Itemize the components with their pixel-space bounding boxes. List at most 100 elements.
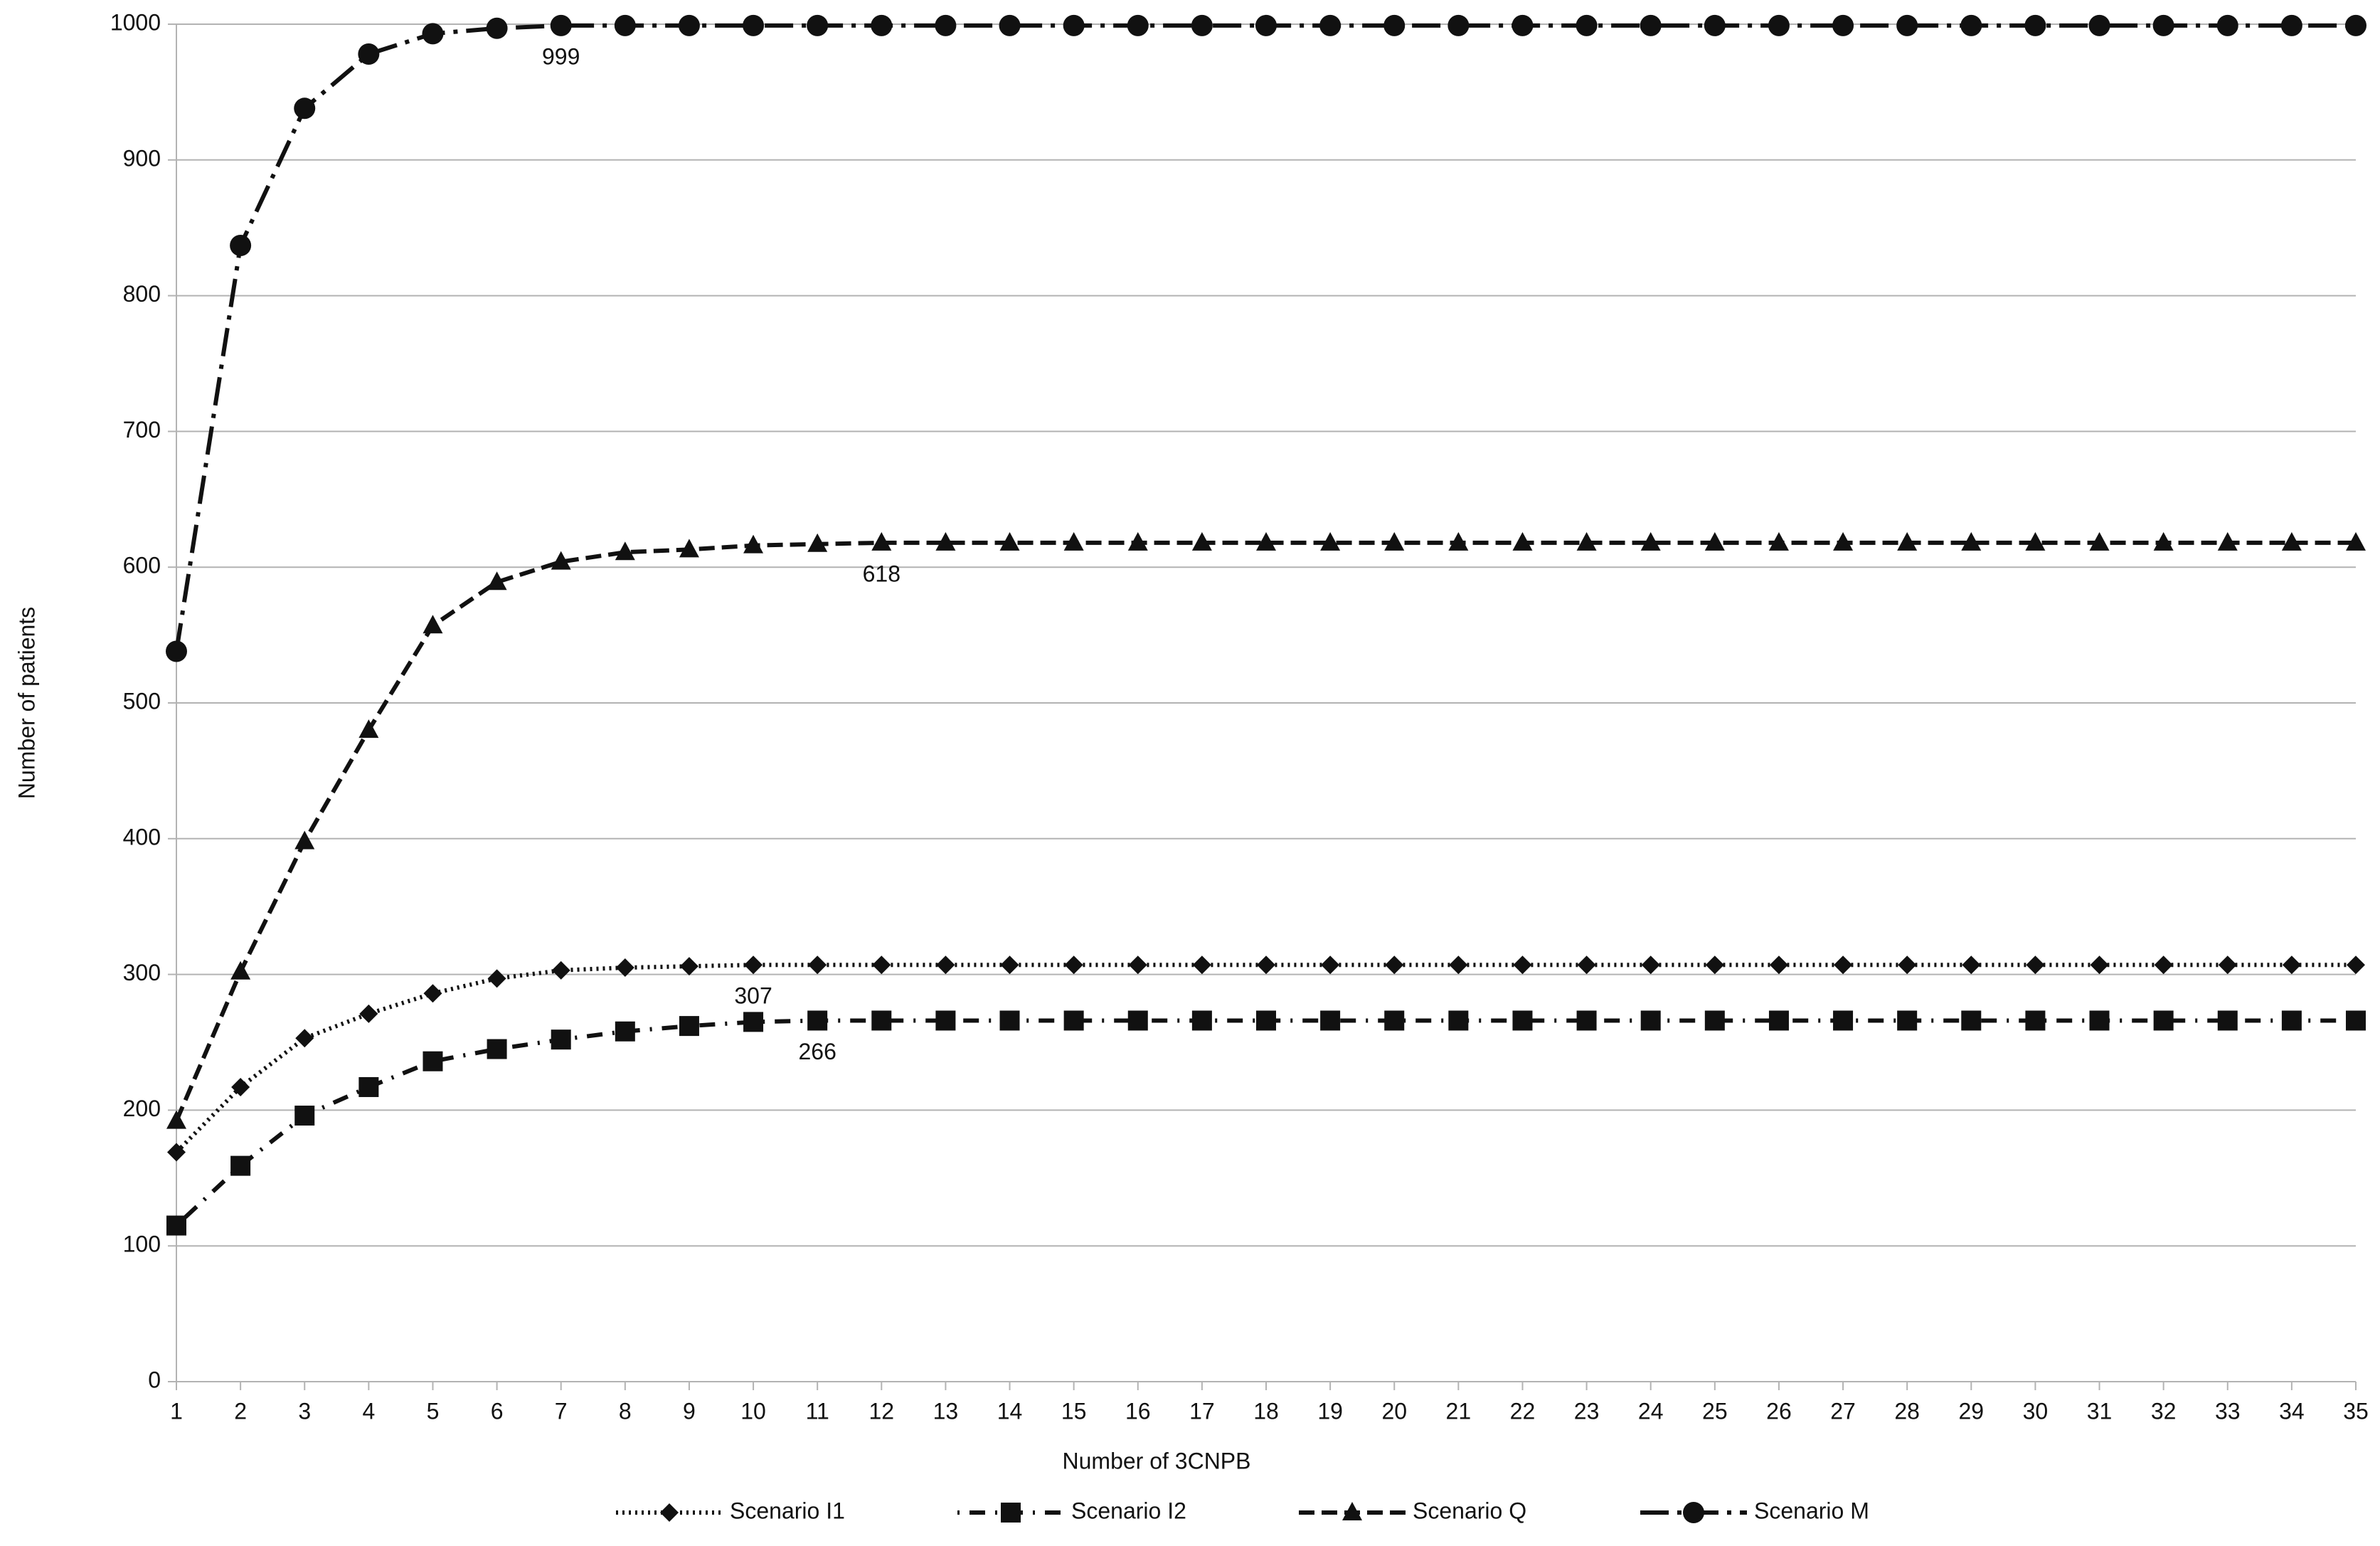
marker-circle <box>743 14 765 36</box>
series <box>167 955 2365 1162</box>
x-tick-label: 32 <box>2151 1398 2177 1424</box>
marker-square <box>166 1215 186 1236</box>
marker-square <box>999 1010 1020 1031</box>
marker-triangle <box>1191 531 1212 551</box>
x-tick-label: 21 <box>1446 1398 1472 1424</box>
marker-triangle <box>935 531 956 551</box>
x-tick-label: 15 <box>1061 1398 1087 1424</box>
marker-circle <box>1255 14 1277 36</box>
y-tick-label: 0 <box>148 1367 161 1392</box>
x-tick-label: 34 <box>2279 1398 2305 1424</box>
marker-diamond <box>1385 955 1404 975</box>
marker-triangle <box>166 1110 186 1129</box>
marker-circle <box>2024 14 2046 36</box>
marker-square <box>294 1106 315 1126</box>
marker-circle <box>1683 1502 1704 1523</box>
y-tick-label: 400 <box>123 824 161 849</box>
marker-triangle <box>2089 531 2110 551</box>
marker-triangle <box>1320 531 1341 551</box>
marker-triangle <box>230 960 251 980</box>
marker-square <box>1961 1010 1982 1031</box>
marker-diamond <box>660 1503 679 1522</box>
marker-square <box>1448 1010 1469 1031</box>
x-axis-label: Number of 3CNPB <box>1063 1448 1251 1473</box>
series-line <box>174 963 2356 1154</box>
x-tick-label: 18 <box>1253 1398 1279 1424</box>
marker-triangle <box>1897 531 1918 551</box>
x-tick-label: 20 <box>1381 1398 1407 1424</box>
marker-diamond <box>1000 955 1019 975</box>
marker-triangle <box>487 571 507 591</box>
marker-circle <box>1063 14 1085 36</box>
marker-square <box>615 1021 635 1042</box>
x-tick-label: 31 <box>2087 1398 2113 1424</box>
y-tick-label: 300 <box>123 960 161 985</box>
marker-circle <box>1576 14 1598 36</box>
marker-circle <box>1960 14 1982 36</box>
marker-circle <box>486 17 508 39</box>
legend-label: Scenario Q <box>1413 1498 1526 1523</box>
marker-square <box>1704 1010 1725 1031</box>
y-axis-label: Number of patients <box>14 607 39 799</box>
marker-square <box>2153 1010 2174 1031</box>
marker-triangle <box>1833 531 1854 551</box>
marker-square <box>423 1051 443 1071</box>
marker-square <box>1063 1010 1084 1031</box>
marker-square <box>1384 1010 1405 1031</box>
marker-square <box>2217 1010 2238 1031</box>
marker-diamond <box>2282 955 2301 975</box>
marker-diamond <box>1064 955 1083 975</box>
marker-diamond <box>679 957 698 976</box>
marker-circle <box>1191 14 1213 36</box>
marker-square <box>679 1016 699 1037</box>
marker-square <box>1833 1010 1854 1031</box>
marker-square <box>743 1012 764 1032</box>
marker-triangle <box>2217 531 2238 551</box>
x-tick-label: 5 <box>427 1398 440 1424</box>
marker-diamond <box>359 1004 378 1023</box>
marker-diamond <box>936 955 955 975</box>
marker-diamond <box>1449 955 1468 975</box>
series-line <box>174 540 2356 1122</box>
x-tick-label: 13 <box>933 1398 959 1424</box>
marker-diamond <box>1321 955 1340 975</box>
x-tick-label: 23 <box>1574 1398 1600 1424</box>
marker-diamond <box>295 1029 314 1048</box>
marker-circle <box>935 14 957 36</box>
marker-diamond <box>1962 955 1981 975</box>
marker-diamond <box>167 1143 186 1162</box>
marker-triangle <box>294 830 315 849</box>
marker-circle <box>2152 14 2174 36</box>
marker-circle <box>1896 14 1918 36</box>
marker-square <box>230 1155 251 1176</box>
x-tick-label: 26 <box>1766 1398 1792 1424</box>
x-tick-label: 22 <box>1510 1398 1536 1424</box>
x-tick-label: 29 <box>1958 1398 1984 1424</box>
x-tick-label: 27 <box>1830 1398 1856 1424</box>
annotation: 999 <box>542 43 580 69</box>
marker-diamond <box>551 960 570 980</box>
marker-triangle <box>1063 531 1084 551</box>
marker-square <box>551 1029 571 1050</box>
marker-triangle <box>2281 531 2302 551</box>
x-tick-label: 11 <box>806 1398 829 1424</box>
y-tick-label: 100 <box>123 1232 161 1257</box>
y-tick-label: 900 <box>123 145 161 171</box>
marker-diamond <box>1834 955 1853 975</box>
marker-circle <box>2088 14 2110 36</box>
marker-diamond <box>1898 955 1917 975</box>
marker-diamond <box>1513 955 1532 975</box>
marker-diamond <box>872 955 891 975</box>
marker-diamond <box>423 984 442 1003</box>
y-tick-label: 1000 <box>110 9 161 35</box>
marker-triangle <box>358 719 379 738</box>
x-tick-label: 1 <box>170 1398 183 1424</box>
x-tick-label: 35 <box>2343 1398 2369 1424</box>
marker-square <box>1001 1503 1021 1523</box>
marker-circle <box>1512 14 1534 36</box>
marker-diamond <box>2347 955 2365 975</box>
marker-triangle <box>2346 531 2366 551</box>
legend-label: Scenario I2 <box>1071 1498 1186 1523</box>
